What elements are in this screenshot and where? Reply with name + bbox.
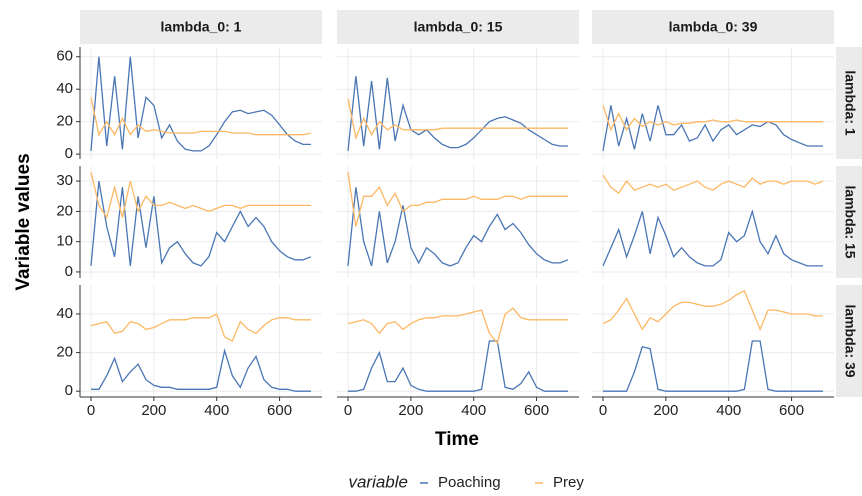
line	[602, 105, 823, 152]
y-tick-label: 20	[56, 113, 73, 130]
line	[90, 180, 312, 267]
x-axis-title: Time	[435, 429, 479, 450]
y-tick-label: 40	[56, 305, 73, 322]
column-strip: lambda_0: 15	[414, 19, 503, 35]
row-strip: lambda: 15	[842, 185, 858, 258]
x-tick-label: 400	[204, 402, 229, 419]
x-tick-label: 200	[398, 402, 423, 419]
row-strip: lambda: 1	[842, 70, 858, 136]
strip-bg	[592, 10, 834, 44]
line	[347, 98, 568, 141]
strip-bg	[337, 10, 579, 44]
legend-label: Poaching	[438, 474, 501, 491]
line	[347, 187, 569, 267]
line	[91, 348, 311, 392]
line	[347, 76, 568, 151]
line	[602, 289, 823, 332]
y-tick-label: 60	[56, 48, 73, 65]
line	[90, 171, 311, 220]
row-strip: lambda: 39	[842, 304, 858, 377]
y-tick-label: 0	[65, 382, 73, 399]
y-tick-label: 10	[56, 233, 73, 250]
x-tick-label: 0	[87, 402, 95, 419]
x-tick-label: 200	[141, 402, 166, 419]
y-tick-label: 30	[56, 172, 73, 189]
line	[348, 340, 568, 392]
line	[90, 56, 311, 152]
line	[347, 307, 568, 345]
line	[602, 209, 823, 267]
y-axis-title: Variable values	[13, 153, 34, 290]
y-tick-label: 20	[56, 202, 73, 219]
strip-bg	[836, 285, 862, 397]
y-tick-label: 40	[56, 80, 73, 97]
line	[347, 172, 568, 227]
strip-bg	[836, 47, 862, 159]
line	[603, 340, 823, 392]
legend-label: Prey	[553, 474, 584, 491]
line	[90, 313, 311, 342]
x-tick-label: 600	[524, 402, 549, 419]
y-tick-label: 0	[65, 263, 73, 280]
line	[90, 97, 312, 137]
strip-bg	[836, 166, 862, 278]
x-tick-label: 0	[599, 402, 607, 419]
x-tick-label: 0	[344, 402, 352, 419]
legend-title: variable	[348, 472, 408, 491]
x-tick-label: 400	[716, 402, 741, 419]
column-strip: lambda_0: 39	[669, 19, 758, 35]
y-tick-label: 20	[56, 344, 73, 361]
line	[602, 174, 824, 195]
x-tick-label: 200	[653, 402, 678, 419]
strip-bg	[80, 10, 322, 44]
column-strip: lambda_0: 1	[161, 19, 242, 35]
x-tick-label: 600	[267, 402, 292, 419]
line	[602, 105, 823, 132]
x-tick-label: 600	[779, 402, 804, 419]
x-tick-label: 400	[461, 402, 486, 419]
y-tick-label: 0	[65, 145, 73, 162]
